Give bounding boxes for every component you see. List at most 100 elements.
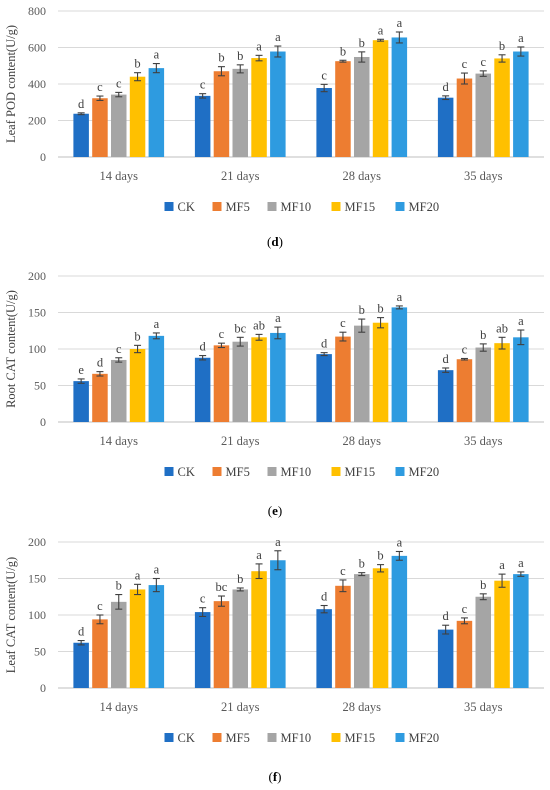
significance-letter: c <box>219 327 225 341</box>
significance-letter: b <box>359 303 365 317</box>
bar <box>194 357 211 422</box>
bar <box>73 642 89 688</box>
bar <box>232 341 248 422</box>
x-tick-label: 35 days <box>464 169 503 183</box>
significance-letter: a <box>397 535 403 549</box>
bar <box>437 97 454 157</box>
legend-swatch <box>267 467 277 476</box>
significance-letter: b <box>116 579 122 593</box>
y-tick-label: 0 <box>40 415 46 429</box>
legend: CK MF5 MF10 MF15 MF20 <box>164 731 439 745</box>
significance-letter: d <box>443 80 450 94</box>
panel-label: (e) <box>268 503 282 518</box>
significance-letter: b <box>237 572 243 586</box>
bar <box>391 37 408 157</box>
panel-label-close: ) <box>279 234 283 249</box>
legend: CK MF5 MF10 MF15 MF20 <box>164 465 439 479</box>
significance-letter: c <box>462 602 468 616</box>
panel-label-open: ( <box>268 769 272 784</box>
significance-letter: c <box>97 599 103 613</box>
bar <box>270 51 286 157</box>
legend-label: MF5 <box>226 731 250 745</box>
legend-label: CK <box>178 200 195 214</box>
bar <box>148 335 165 422</box>
significance-letter: a <box>518 556 524 570</box>
significance-letter: b <box>480 578 486 592</box>
bar <box>316 354 332 422</box>
y-tick-label: 100 <box>28 608 46 622</box>
y-tick-label: 600 <box>28 41 46 55</box>
panel-label-open: ( <box>268 503 272 518</box>
bar <box>391 307 408 422</box>
y-axis-label: Root CAT content(U/g) <box>4 290 18 408</box>
x-tick-label: 14 days <box>99 700 138 714</box>
bar <box>354 56 370 157</box>
significance-letter: a <box>275 535 281 549</box>
bar <box>391 555 408 688</box>
bar <box>111 94 127 157</box>
y-tick-label: 0 <box>40 681 46 695</box>
bar <box>335 336 351 422</box>
legend-swatch <box>164 467 174 476</box>
significance-letter: d <box>78 97 85 111</box>
significance-letter: c <box>200 592 206 606</box>
panel-label: (d) <box>267 234 283 249</box>
legend-swatch <box>331 733 341 742</box>
legend-swatch <box>395 733 405 742</box>
significance-letter: a <box>154 317 160 331</box>
bar <box>475 73 491 157</box>
legend-label: MF10 <box>281 200 312 214</box>
legend-swatch <box>395 202 405 211</box>
bar <box>335 61 351 157</box>
legend-swatch <box>267 733 277 742</box>
y-tick-label: 400 <box>28 77 46 91</box>
legend-swatch <box>212 202 222 211</box>
significance-letter: a <box>378 23 384 37</box>
legend-swatch <box>212 733 222 742</box>
bar <box>494 343 510 422</box>
y-tick-label: 800 <box>28 4 46 18</box>
bar <box>437 629 454 688</box>
panel-label-letter: d <box>271 234 279 249</box>
significance-letter: c <box>340 316 346 330</box>
legend-label: MF15 <box>345 731 376 745</box>
bar <box>194 95 211 157</box>
bar <box>92 373 108 422</box>
bar <box>513 51 529 157</box>
bar <box>92 98 108 157</box>
x-tick-label: 28 days <box>342 434 381 448</box>
legend-label: MF5 <box>226 200 250 214</box>
legend-swatch <box>331 202 341 211</box>
significance-letter: c <box>480 55 486 69</box>
significance-letter: c <box>97 80 103 94</box>
significance-letter: a <box>518 31 524 45</box>
significance-letter: ab <box>496 321 508 335</box>
panel-label-close: ) <box>278 503 282 518</box>
significance-letter: a <box>275 311 281 325</box>
bar <box>251 571 267 688</box>
bar <box>354 325 370 422</box>
significance-letter: a <box>135 568 141 582</box>
bar <box>270 332 286 422</box>
bar <box>73 113 89 157</box>
significance-letter: bc <box>234 321 246 335</box>
significance-letter: c <box>116 342 122 356</box>
bar <box>456 359 473 422</box>
bar <box>354 574 370 688</box>
legend-swatch <box>164 733 174 742</box>
significance-letter: b <box>359 36 365 50</box>
x-tick-label: 21 days <box>221 434 260 448</box>
bar <box>456 78 473 157</box>
bar <box>213 71 230 157</box>
bar <box>129 349 146 422</box>
significance-letter: c <box>116 76 122 90</box>
bar <box>111 359 127 422</box>
significance-letter: b <box>340 44 346 58</box>
significance-letter: c <box>200 78 206 92</box>
panel-label-letter: f <box>273 769 278 784</box>
panel-label: (f) <box>268 769 281 784</box>
legend-label: MF5 <box>226 465 250 479</box>
